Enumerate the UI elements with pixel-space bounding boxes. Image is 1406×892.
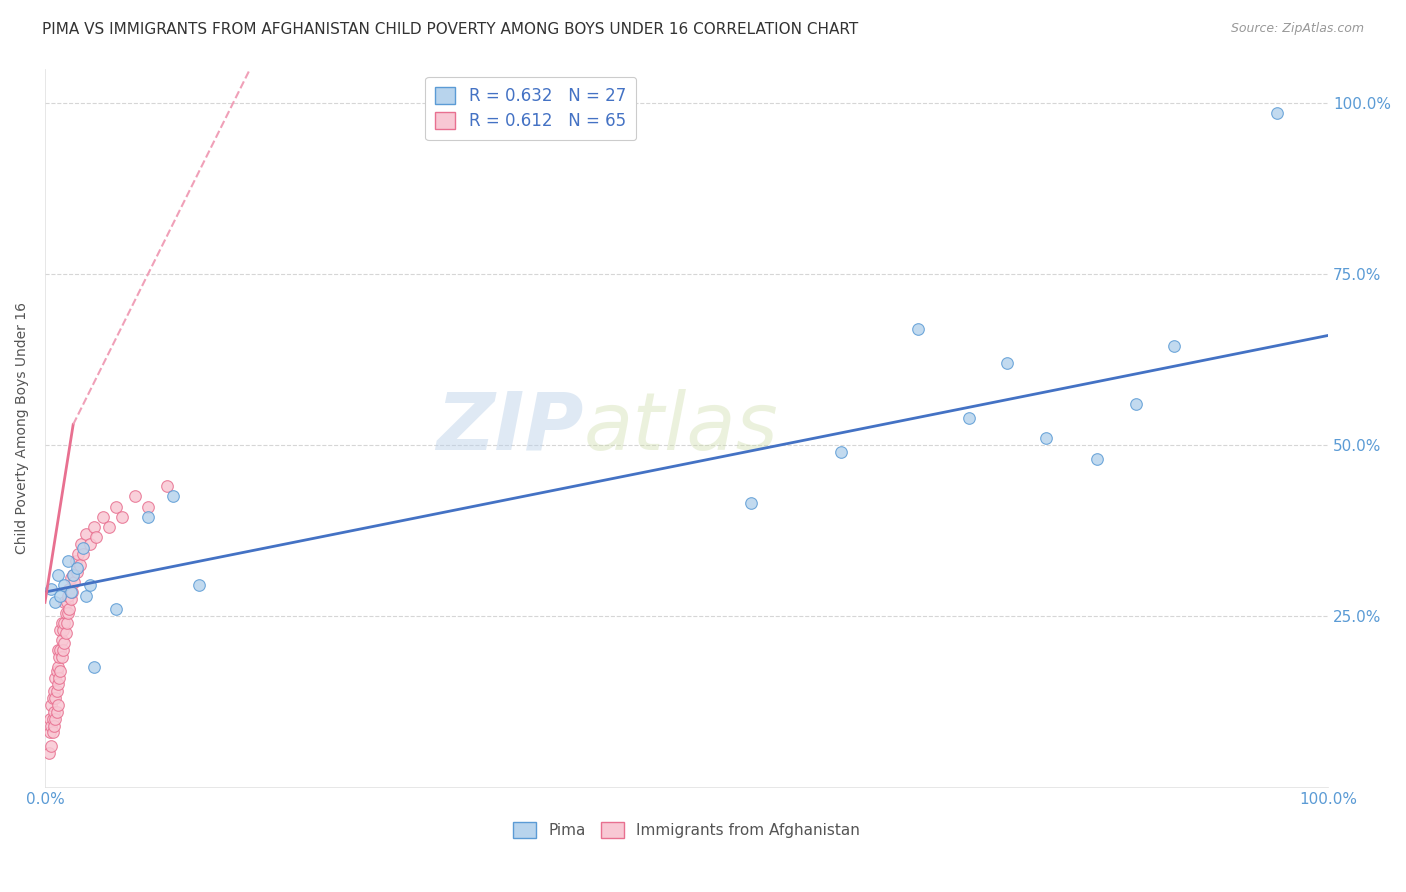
Point: [52, 643, 75, 657]
Point: [79, 578, 101, 592]
Point: [49, 589, 72, 603]
Point: [48, 650, 70, 665]
Point: [1035, 431, 1057, 445]
Point: [65, 554, 87, 568]
Point: [104, 500, 127, 514]
Legend: Pima, Immigrants from Afghanistan: Pima, Immigrants from Afghanistan: [508, 816, 866, 844]
Point: [41, 582, 63, 596]
Point: [1085, 451, 1108, 466]
Point: [49, 623, 72, 637]
Point: [56, 615, 79, 630]
Point: [56, 606, 79, 620]
Point: [66, 565, 89, 579]
Point: [56, 595, 79, 609]
Point: [45, 684, 67, 698]
Point: [907, 321, 929, 335]
Point: [39, 725, 62, 739]
Point: [44, 595, 66, 609]
Point: [63, 574, 86, 589]
Point: [83, 520, 105, 534]
Point: [42, 705, 65, 719]
Point: [56, 589, 79, 603]
Point: [62, 568, 84, 582]
Point: [84, 530, 107, 544]
Point: [162, 489, 184, 503]
Point: [45, 664, 67, 678]
Point: [957, 410, 980, 425]
Point: [59, 591, 82, 606]
Point: [46, 698, 69, 712]
Point: [156, 479, 179, 493]
Point: [53, 595, 76, 609]
Point: [124, 489, 146, 503]
Point: [1163, 339, 1185, 353]
Point: [49, 643, 72, 657]
Point: [59, 571, 82, 585]
Point: [111, 509, 134, 524]
Point: [41, 739, 63, 753]
Point: [60, 585, 83, 599]
Point: [995, 356, 1018, 370]
Point: [75, 527, 97, 541]
Point: [41, 691, 63, 706]
Point: [44, 712, 66, 726]
Point: [98, 520, 121, 534]
Point: [72, 541, 94, 555]
Point: [69, 558, 91, 572]
Point: [72, 548, 94, 562]
Point: [740, 496, 762, 510]
Point: [66, 561, 89, 575]
Point: [41, 712, 63, 726]
Point: [51, 632, 73, 647]
Point: [46, 677, 69, 691]
Point: [53, 636, 76, 650]
Point: [55, 626, 77, 640]
Point: [83, 660, 105, 674]
Point: [56, 554, 79, 568]
Point: [41, 725, 63, 739]
Point: [75, 589, 97, 603]
Point: [1265, 106, 1288, 120]
Point: [39, 712, 62, 726]
Point: [41, 698, 63, 712]
Point: [58, 602, 80, 616]
Point: [42, 718, 65, 732]
Point: [53, 578, 76, 592]
Point: [51, 615, 73, 630]
Text: ZIP: ZIP: [436, 389, 583, 467]
Y-axis label: Child Poverty Among Boys Under 16: Child Poverty Among Boys Under 16: [15, 301, 30, 554]
Point: [136, 509, 159, 524]
Point: [46, 568, 69, 582]
Point: [49, 664, 72, 678]
Point: [55, 606, 77, 620]
Point: [44, 691, 66, 706]
Point: [59, 585, 82, 599]
Point: [45, 705, 67, 719]
Point: [53, 615, 76, 630]
Text: Source: ZipAtlas.com: Source: ZipAtlas.com: [1230, 22, 1364, 36]
Point: [67, 548, 90, 562]
Point: [44, 671, 66, 685]
Point: [79, 537, 101, 551]
Point: [62, 568, 84, 582]
Point: [48, 671, 70, 685]
Point: [46, 660, 69, 674]
Point: [52, 623, 75, 637]
Point: [70, 537, 93, 551]
Point: [51, 650, 73, 665]
Point: [46, 643, 69, 657]
Point: [91, 509, 114, 524]
Point: [136, 500, 159, 514]
Point: [104, 602, 127, 616]
Point: [38, 746, 60, 760]
Text: atlas: atlas: [583, 389, 779, 467]
Point: [188, 578, 211, 592]
Point: [1125, 397, 1147, 411]
Point: [58, 582, 80, 596]
Text: PIMA VS IMMIGRANTS FROM AFGHANISTAN CHILD POVERTY AMONG BOYS UNDER 16 CORRELATIO: PIMA VS IMMIGRANTS FROM AFGHANISTAN CHIL…: [42, 22, 859, 37]
Point: [41, 718, 63, 732]
Point: [42, 684, 65, 698]
Point: [830, 444, 852, 458]
